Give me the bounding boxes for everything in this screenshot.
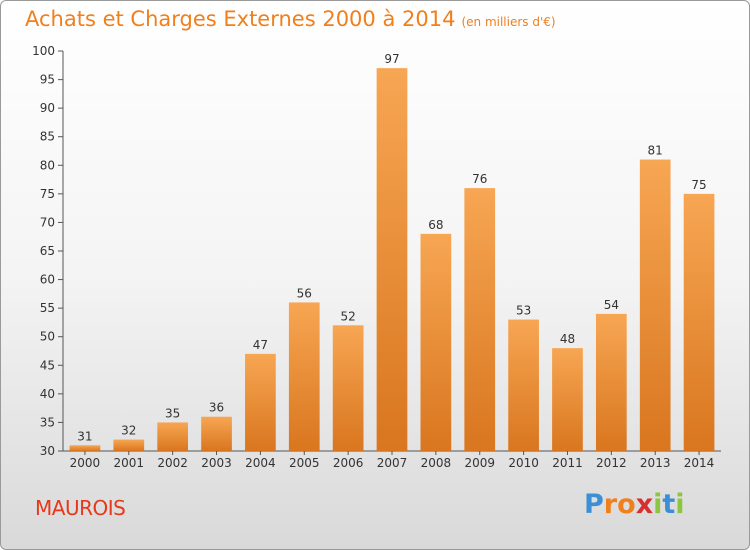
y-tick-label: 65 [40, 244, 55, 258]
logo-letter: o [617, 489, 636, 520]
x-tick-label: 2013 [640, 456, 671, 470]
bar [376, 68, 408, 452]
logo-letter: t [662, 489, 676, 520]
bar [113, 439, 145, 451]
x-tick-label: 2003 [201, 456, 232, 470]
bar [245, 353, 276, 451]
data-label: 47 [253, 338, 268, 352]
x-tick-label: 2010 [508, 456, 539, 470]
bar [683, 193, 715, 451]
x-tick-label: 2014 [684, 456, 715, 470]
unit-note: (en milliers d'€) [461, 15, 556, 29]
data-label: 32 [121, 424, 136, 438]
y-tick-label: 95 [40, 73, 55, 87]
y-tick-label: 100 [32, 44, 55, 58]
chart-title: Achats et Charges Externes 2000 à 2014 [25, 7, 456, 31]
data-label: 68 [428, 218, 443, 232]
y-tick-label: 60 [40, 273, 55, 287]
bar [420, 233, 452, 451]
x-tick-label: 2002 [157, 456, 188, 470]
y-tick-label: 55 [40, 301, 55, 315]
y-tick-label: 30 [40, 444, 55, 458]
bar [69, 445, 101, 451]
bar [639, 159, 671, 452]
x-tick-label: 2008 [421, 456, 452, 470]
y-tick-label: 50 [40, 330, 55, 344]
data-label: 48 [560, 332, 575, 346]
bar [464, 188, 496, 451]
x-tick-label: 2005 [289, 456, 320, 470]
y-tick-label: 75 [40, 187, 55, 201]
logo-letter: i [653, 489, 663, 520]
data-label: 76 [472, 172, 487, 186]
data-label: 54 [604, 298, 619, 312]
logo-letter: r [603, 489, 618, 520]
x-tick-label: 2007 [377, 456, 408, 470]
y-tick-label: 35 [40, 415, 55, 429]
data-label: 36 [209, 401, 224, 415]
y-tick-label: 70 [40, 215, 55, 229]
chart-labels: 2000 31 2001 32 2002 35 2003 36 2004 47 2005 56 2006… [70, 52, 715, 470]
bar [595, 313, 627, 451]
x-tick-label: 2009 [464, 456, 495, 470]
x-tick-label: 2000 [70, 456, 101, 470]
y-tick-label: 90 [40, 101, 55, 115]
proxiti-logo[interactable]: Proxiti [584, 489, 685, 520]
bar [332, 325, 364, 451]
data-label: 35 [165, 406, 180, 420]
y-tick-label: 80 [40, 158, 55, 172]
bar [201, 416, 232, 451]
data-label: 97 [384, 52, 399, 66]
y-tick-label: 85 [40, 130, 55, 144]
x-tick-label: 2001 [114, 456, 145, 470]
logo-letter: i [675, 489, 685, 520]
x-tick-label: 2006 [333, 456, 364, 470]
y-tick-label: 40 [40, 387, 55, 401]
chart-axes: 30 35 40 45 50 55 60 65 70 75 80 85 90 95 100 [32, 44, 721, 458]
data-label: 53 [516, 304, 531, 318]
chart-title-block: Achats et Charges Externes 2000 à 2014 (e… [25, 7, 556, 31]
data-label: 31 [77, 429, 92, 443]
data-label: 75 [691, 178, 706, 192]
data-label: 81 [648, 144, 663, 158]
data-label: 52 [340, 309, 355, 323]
logo-letter: P [584, 489, 604, 520]
x-tick-label: 2004 [245, 456, 276, 470]
x-tick-label: 2011 [552, 456, 583, 470]
commune-name: MAUROIS [35, 496, 126, 520]
x-tick-label: 2012 [596, 456, 627, 470]
chart-bars [69, 68, 715, 452]
bar [552, 348, 583, 451]
bar [288, 302, 320, 451]
data-label: 56 [297, 286, 312, 300]
bar [157, 422, 189, 451]
logo-letter: x [635, 489, 654, 520]
y-tick-label: 45 [40, 358, 55, 372]
bar [508, 319, 539, 451]
